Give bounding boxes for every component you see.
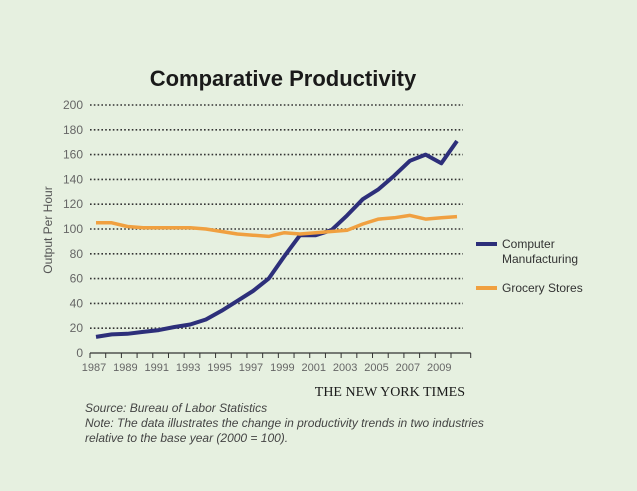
source-note: Source: Bureau of Labor Statistics xyxy=(85,401,267,415)
x-tick-label: 1995 xyxy=(207,362,231,374)
y-axis-label: Output Per Hour xyxy=(41,186,55,273)
y-tick-label: 160 xyxy=(63,148,83,162)
credit-nyt: THE NEW YORK TIMES xyxy=(315,385,465,400)
series-line-grocery-stores xyxy=(96,213,458,239)
x-tick-label: 2005 xyxy=(364,362,388,374)
note-line-1: Note: The data illustrates the change in… xyxy=(85,416,484,430)
x-tick-label: 2003 xyxy=(333,362,357,374)
x-axis: 1987 1989 1991 1993 1995 1997 1999 2001 2003 2005… xyxy=(82,352,472,374)
y-tick-label: 80 xyxy=(70,247,84,261)
x-tick-label: 2009 xyxy=(427,362,451,374)
y-tick-label: 20 xyxy=(70,321,84,335)
x-tick-label: 2001 xyxy=(301,362,325,374)
series-line-computer-manufacturing xyxy=(95,139,459,339)
note-line-2: relative to the base year (2000 = 100). xyxy=(85,431,288,445)
legend: Computer Manufacturing Grocery Stores xyxy=(476,237,583,295)
y-tick-label: 200 xyxy=(63,98,83,112)
x-tick-label: 2007 xyxy=(396,362,420,374)
y-axis-ticks: 0 20 40 60 80 100 120 140 160 180 200 xyxy=(63,98,83,360)
series-lines xyxy=(95,139,459,339)
y-tick-label: 0 xyxy=(76,346,83,360)
x-tick-label: 1999 xyxy=(270,362,294,374)
legend-label-computer-line1: Computer xyxy=(502,237,555,251)
x-tick-label: 1991 xyxy=(145,362,169,374)
x-tick-label: 1989 xyxy=(113,362,137,374)
x-tick-label: 1997 xyxy=(239,362,263,374)
x-tick-label: 1993 xyxy=(176,362,200,374)
y-tick-label: 100 xyxy=(63,222,83,236)
gridlines xyxy=(90,104,463,330)
y-tick-label: 180 xyxy=(63,123,83,137)
chart-title: Comparative Productivity xyxy=(150,66,417,91)
legend-label-grocery-stores: Grocery Stores xyxy=(502,281,583,295)
legend-label-computer-line2: Manufacturing xyxy=(502,252,578,266)
y-tick-label: 60 xyxy=(70,272,84,286)
y-tick-label: 140 xyxy=(63,172,83,186)
y-tick-label: 40 xyxy=(70,296,84,310)
y-tick-label: 120 xyxy=(63,197,83,211)
x-tick-label: 1987 xyxy=(82,362,106,374)
